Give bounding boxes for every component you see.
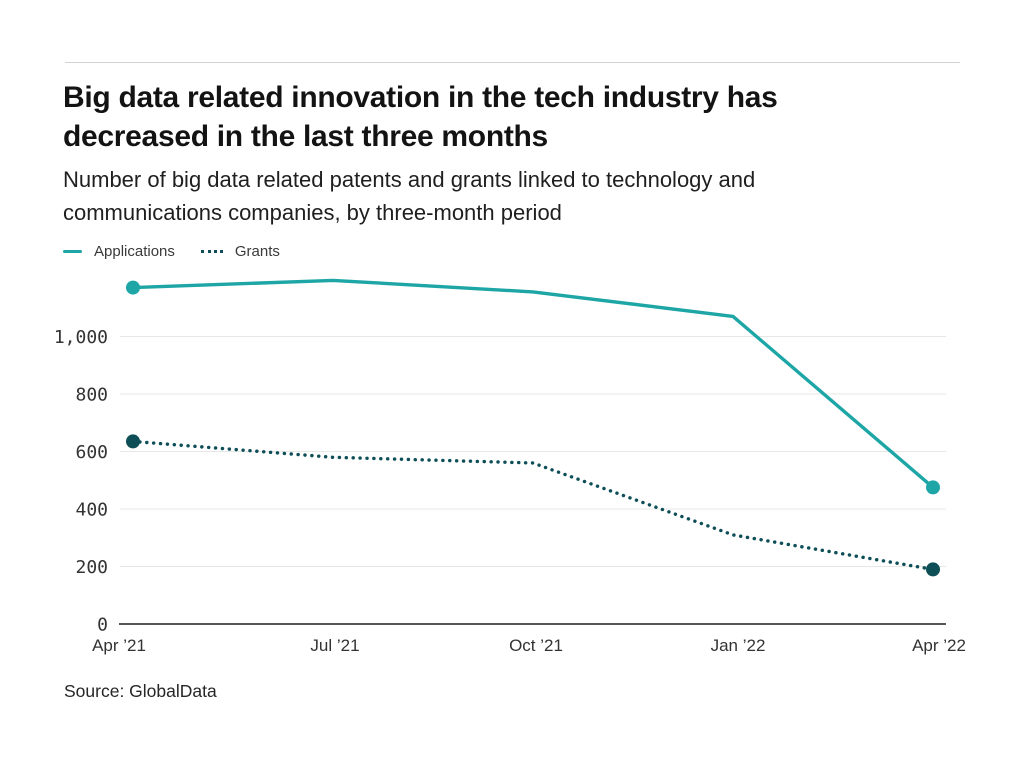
x-tick-label: Apr ’21 xyxy=(92,636,146,655)
applications-endpoint-marker xyxy=(926,480,940,495)
series-grants xyxy=(126,434,940,577)
x-tick-label: Jul ’21 xyxy=(310,636,359,655)
x-axis-labels: Apr ’21 Jul ’21 Oct ’21 Jan ’22 Apr ’22 xyxy=(92,636,966,655)
legend-item-grants: Grants xyxy=(200,243,280,260)
chart-subtitle-line-1: Number of big data related patents and g… xyxy=(63,167,756,192)
y-axis-labels: 0 200 400 600 800 1,000 xyxy=(54,327,108,636)
grants-dotted-line-swatch xyxy=(200,250,223,253)
y-tick-label: 0 xyxy=(97,615,108,636)
grants-line xyxy=(131,439,935,572)
x-tick-label: Jan ’22 xyxy=(711,636,766,655)
chart-subtitle: Number of big data related patents and g… xyxy=(63,163,755,229)
x-tick-label: Apr ’22 xyxy=(912,636,966,655)
applications-line xyxy=(132,278,935,489)
chart-subtitle-line-2: communications companies, by three-month… xyxy=(63,200,562,225)
chart-title: Big data related innovation in the tech … xyxy=(63,78,778,156)
legend-item-applications: Applications xyxy=(63,243,175,260)
x-tick-label: Oct ’21 xyxy=(509,636,563,655)
y-tick-label: 400 xyxy=(75,500,108,521)
y-tick-label: 800 xyxy=(75,385,108,406)
series-applications xyxy=(126,278,940,495)
chart-title-line-2: decreased in the last three months xyxy=(63,120,548,153)
y-tick-label: 200 xyxy=(75,557,108,578)
legend-label-grants: Grants xyxy=(234,243,280,260)
gridlines xyxy=(119,336,946,625)
grants-endpoint-marker xyxy=(926,562,940,577)
chart-title-line-1: Big data related innovation in the tech … xyxy=(63,81,778,114)
applications-solid-line-swatch xyxy=(63,250,82,253)
grants-endpoint-marker xyxy=(126,434,140,449)
top-divider-rule xyxy=(65,62,960,63)
applications-endpoint-marker xyxy=(126,280,140,295)
source-attribution: Source: GlobalData xyxy=(64,681,217,701)
y-tick-label: 600 xyxy=(75,442,108,463)
y-tick-label: 1,000 xyxy=(54,327,108,348)
legend-label-applications: Applications xyxy=(94,243,175,260)
chart-legend: Applications Grants xyxy=(63,243,280,260)
